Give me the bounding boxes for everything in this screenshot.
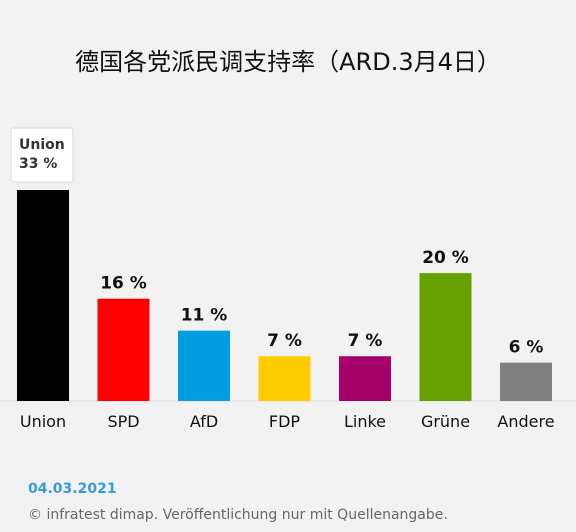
bar-linke[interactable] [339, 356, 391, 401]
tooltip-category: Union [19, 137, 65, 153]
category-label-union: Union [20, 412, 66, 431]
category-label-afd: AfD [190, 412, 218, 431]
hover-tooltip: Union 33 % [10, 127, 74, 183]
value-label-linke: 7 % [348, 331, 383, 351]
bar-fdp[interactable] [258, 356, 311, 401]
chart-date: 04.03.2021 [28, 481, 117, 497]
category-label-fdp: FDP [269, 412, 301, 431]
bar-afd[interactable] [178, 330, 230, 401]
value-label-andere: 6 % [509, 338, 544, 358]
value-label-afd: 11 % [181, 306, 228, 326]
bar-spd[interactable] [97, 298, 150, 401]
bar-andere[interactable] [500, 362, 552, 401]
bar-union[interactable] [17, 190, 69, 401]
tooltip-value: 33 % [19, 156, 57, 172]
category-label-grune: Grüne [421, 412, 470, 431]
bar-grune[interactable] [419, 273, 472, 401]
category-label-andere: Andere [497, 412, 554, 431]
value-label-fdp: 7 % [267, 331, 302, 351]
chart-title: 德国各党派民调支持率（ARD.3月4日） [75, 48, 501, 76]
tooltip-background [10, 127, 74, 183]
category-label-linke: Linke [344, 412, 386, 431]
source-credit: © infratest dimap. Veröffentlichung nur … [28, 507, 448, 523]
value-label-spd: 16 % [100, 274, 147, 294]
category-label-spd: SPD [107, 412, 139, 431]
value-label-grune: 20 % [422, 248, 469, 268]
